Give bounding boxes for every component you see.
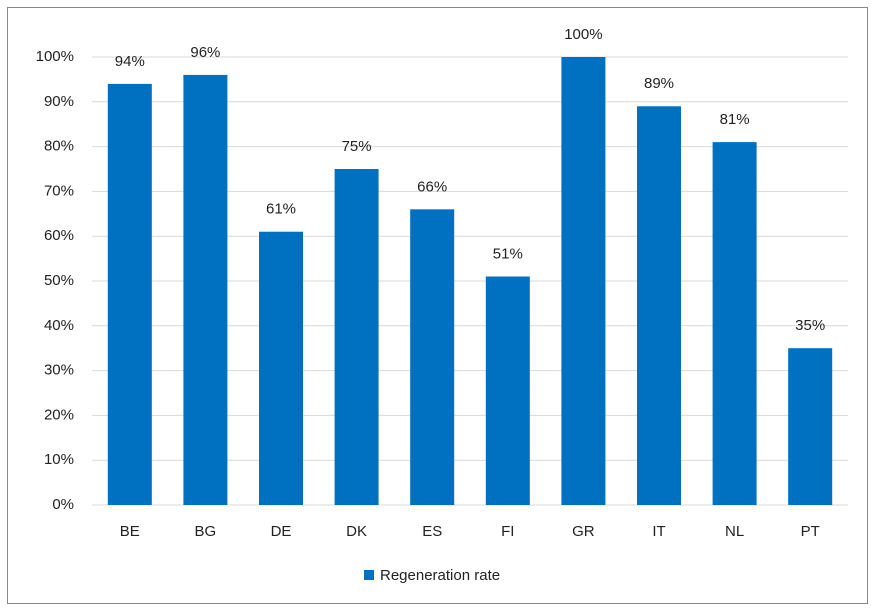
y-tick-label: 50% [44,272,74,289]
data-label: 35% [795,317,825,334]
data-label: 75% [342,138,372,155]
bar [712,142,757,505]
y-tick-label: 40% [44,317,74,334]
x-tick-label: GR [572,523,595,540]
data-label: 100% [564,26,602,43]
bar [637,106,681,505]
x-tick-label: IT [652,523,665,540]
y-tick-label: 20% [44,406,74,423]
bar [334,169,379,505]
x-tick-label: BE [120,523,140,540]
x-tick-label: DK [346,523,367,540]
bar [788,348,833,505]
bar [183,74,228,506]
y-tick-label: 100% [36,48,74,65]
x-tick-label: FI [501,523,514,540]
legend-label: Regeneration rate [380,567,500,584]
bar [259,231,303,505]
data-label: 61% [266,201,296,218]
data-label: 89% [644,75,674,92]
legend-swatch [364,570,374,580]
bar [485,276,530,505]
data-label: 94% [115,53,145,70]
y-tick-label: 70% [44,182,74,199]
data-label: 66% [417,178,447,195]
data-label: 96% [190,44,220,61]
data-label: 81% [720,111,750,128]
data-label: 51% [493,245,523,262]
x-tick-label: BG [195,523,217,540]
y-tick-label: 10% [44,451,74,468]
bar [561,57,606,505]
x-tick-label: NL [725,523,744,540]
y-tick-label: 80% [44,138,74,155]
y-tick-label: 90% [44,93,74,110]
x-tick-label: PT [801,523,820,540]
y-tick-label: 60% [44,227,74,244]
bar [107,83,152,505]
x-tick-label: DE [271,523,292,540]
y-tick-label: 0% [52,496,74,513]
x-tick-label: ES [422,523,442,540]
bar [410,209,455,505]
y-tick-label: 30% [44,362,74,379]
